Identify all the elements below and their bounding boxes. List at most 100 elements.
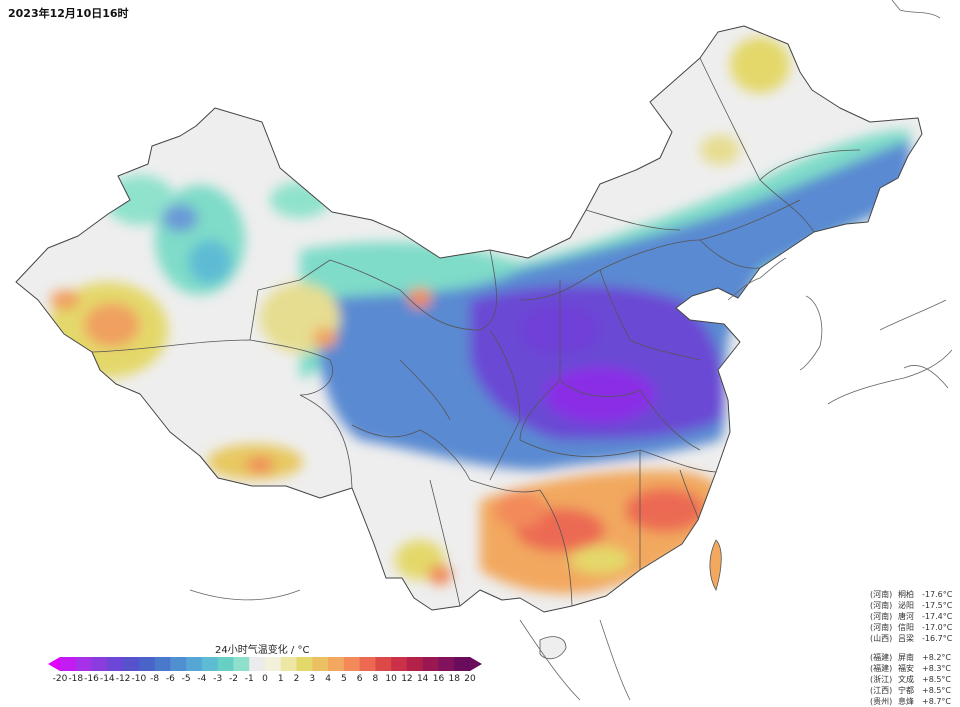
station-name: 桐柏 bbox=[898, 590, 914, 599]
legend-tick-label: 14 bbox=[416, 674, 429, 684]
legend-title: 24小时气温变化 / °C bbox=[215, 645, 310, 656]
station-province: (福建) bbox=[870, 653, 893, 662]
legend-swatch bbox=[186, 657, 203, 671]
station-value: +8.2°C bbox=[922, 653, 952, 662]
legend-colorbar bbox=[48, 657, 482, 671]
legend-tick-label: 10 bbox=[385, 674, 397, 684]
legend-swatch bbox=[138, 657, 156, 671]
station-list: (河南) 桐柏 -17.6°C (河南) 泌阳 -17.5°C (河南) 唐河 -17.4°C(… bbox=[870, 589, 958, 707]
legend-swatch bbox=[391, 657, 408, 671]
station-value: +8.5°C bbox=[922, 686, 952, 695]
legend-arrow-high bbox=[470, 657, 482, 671]
legend-tick-label: 1 bbox=[277, 674, 284, 684]
legend-swatch bbox=[123, 657, 140, 671]
neighbour-coastlines bbox=[189, 0, 953, 701]
station-name: 信阳 bbox=[898, 623, 914, 632]
legend-tick-label: -14 bbox=[99, 674, 115, 684]
station-value: +8.3°C bbox=[922, 664, 952, 673]
legend-tick-label: 8 bbox=[372, 674, 379, 684]
legend-tick-label: -10 bbox=[131, 674, 147, 684]
legend-tick-label: 0 bbox=[262, 674, 268, 684]
legend-tick-label: 16 bbox=[432, 674, 445, 684]
legend-swatch bbox=[343, 657, 361, 671]
station-province: (河南) bbox=[870, 612, 893, 621]
legend-swatch bbox=[454, 657, 471, 671]
legend-swatch bbox=[406, 657, 424, 671]
map-timestamp: 2023年12月10日16时 bbox=[8, 7, 129, 20]
station-row: (福建) 福安 +8.3°C bbox=[870, 663, 958, 674]
legend-ticks: -20 -18 -16 -14 -12 -10 -8 -6 -5 -4 -3 -2 -1 0 1 2 3 4 5 6 8… bbox=[48, 674, 482, 688]
legend-swatch bbox=[312, 657, 329, 671]
station-value: -17.5°C bbox=[922, 601, 953, 610]
station-province: (福建) bbox=[870, 664, 893, 673]
legend-tick-label: 3 bbox=[309, 674, 316, 684]
legend-tick-label: 2 bbox=[293, 674, 300, 684]
legend-swatch bbox=[170, 657, 187, 671]
legend-swatch bbox=[422, 657, 439, 671]
legend-swatch bbox=[265, 657, 282, 671]
legend-tick-label: -16 bbox=[84, 674, 99, 684]
legend-swatch bbox=[359, 657, 376, 671]
station-name: 吕梁 bbox=[898, 634, 914, 643]
legend-tick-label: -6 bbox=[165, 674, 175, 684]
station-province: (浙江) bbox=[870, 675, 893, 684]
legend-tick-label: -12 bbox=[115, 674, 131, 684]
station-province: (河南) bbox=[870, 601, 893, 610]
station-name: 文成 bbox=[898, 675, 914, 684]
legend-swatch bbox=[249, 657, 266, 671]
legend-swatch bbox=[280, 657, 298, 671]
station-row: (山西) 吕梁 -16.7°C bbox=[870, 633, 958, 644]
station-row: (江西) 宁都 +8.5°C bbox=[870, 685, 958, 696]
station-value: -17.6°C bbox=[922, 590, 953, 599]
station-name: 宁都 bbox=[898, 686, 914, 695]
legend-tick-label: 6 bbox=[356, 674, 363, 684]
station-name: 屏南 bbox=[898, 653, 914, 662]
legend-swatch bbox=[75, 657, 93, 671]
legend-swatch bbox=[328, 657, 345, 671]
legend-tick-label: 5 bbox=[340, 674, 347, 684]
legend-tick-label: 12 bbox=[401, 674, 413, 684]
station-value: -17.4°C bbox=[922, 612, 953, 621]
legend-swatch bbox=[233, 657, 250, 671]
legend-swatch bbox=[438, 657, 455, 671]
station-value: -16.7°C bbox=[922, 634, 953, 643]
station-province: (贵州) bbox=[870, 697, 893, 706]
legend-tick-label: -20 bbox=[52, 674, 68, 684]
legend-tick-label: -8 bbox=[150, 674, 160, 684]
legend-tick-label: -4 bbox=[197, 674, 207, 684]
legend-tick-label: -3 bbox=[213, 674, 223, 684]
legend-tick-label: -5 bbox=[181, 674, 191, 684]
station-name: 福安 bbox=[898, 664, 914, 673]
station-row: (贵州) 息烽 +8.7°C bbox=[870, 696, 958, 707]
station-value: +8.7°C bbox=[922, 697, 952, 706]
legend-swatch bbox=[375, 657, 392, 671]
station-province: (河南) bbox=[870, 623, 893, 632]
station-province: (山西) bbox=[870, 634, 893, 643]
legend-swatch bbox=[296, 657, 313, 671]
legend-tick-label: 20 bbox=[464, 674, 476, 684]
legend-tick-label: -1 bbox=[244, 674, 254, 684]
legend-tick-label: 18 bbox=[448, 674, 460, 684]
station-row: (河南) 信阳 -17.0°C bbox=[870, 622, 958, 633]
province-boundaries bbox=[15, 25, 923, 613]
station-name: 泌阳 bbox=[898, 601, 914, 610]
legend-swatch bbox=[217, 657, 234, 671]
station-province: (江西) bbox=[870, 686, 893, 695]
station-name: 唐河 bbox=[898, 612, 914, 621]
station-row: (浙江) 文成 +8.5°C bbox=[870, 674, 958, 685]
station-row: (河南) 唐河 -17.4°C bbox=[870, 611, 958, 622]
legend-swatch bbox=[154, 657, 171, 671]
station-row: (河南) 桐柏 -17.6°C bbox=[870, 589, 958, 600]
legend-swatch bbox=[201, 657, 219, 671]
station-name: 息烽 bbox=[898, 697, 914, 706]
legend-arrow-low bbox=[48, 657, 60, 671]
legend-swatch bbox=[60, 657, 77, 671]
station-value: -17.0°C bbox=[922, 623, 953, 632]
station-value: +8.5°C bbox=[922, 675, 952, 684]
legend-tick-label: 4 bbox=[325, 674, 331, 684]
station-row: (河南) 泌阳 -17.5°C bbox=[870, 600, 958, 611]
station-province: (河南) bbox=[870, 590, 893, 599]
legend-swatch bbox=[91, 657, 108, 671]
legend-tick-label: -2 bbox=[228, 674, 238, 684]
